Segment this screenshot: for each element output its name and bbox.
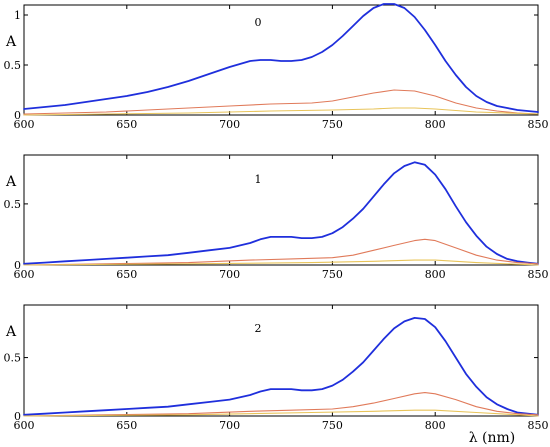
x-tick-label: 700 [219,419,240,432]
series-line-1 [23,392,539,417]
y-tick-label: 0 [14,109,21,122]
y-tick-label: 1 [14,9,21,22]
x-tick-label: 700 [219,268,240,281]
x-tick-label: 800 [425,268,446,281]
panel-2: 600 650 700 750 800 850 0 0.5 2 Aλ (nm) [4,304,549,446]
x-tick-label: 700 [219,118,240,131]
x-tick-label: 650 [116,268,137,281]
panel-title: 1 [255,173,262,186]
series-line-2 [23,409,539,417]
y-tick-label: 0.5 [4,198,22,211]
series-line-0 [23,316,539,416]
x-tick-label: 750 [322,268,343,281]
series-line-1 [23,238,539,266]
x-tick-label: 750 [322,118,343,131]
series-line-2 [23,259,539,266]
y-tick-label: 0.5 [4,59,22,72]
x-tick-label: 650 [116,419,137,432]
series-line-1 [23,89,539,115]
y-axis-label: A [5,174,17,190]
axes-frame [23,4,539,116]
x-tick-label: 850 [528,118,549,131]
axes-frame [23,304,539,417]
series-line-2 [23,107,539,116]
axes-frame [23,154,539,266]
x-tick-label: 800 [425,118,446,131]
panel-title: 0 [255,16,262,29]
panel-0: 600 650 700 750 800 850 0 0.5 1 0 A [4,3,549,131]
y-axis-label: A [5,34,17,50]
y-axis-label: A [5,324,17,340]
series-line-0 [23,161,539,265]
x-tick-label: 750 [322,419,343,432]
series-line-0 [23,3,539,113]
panel-1: 600 650 700 750 800 850 0 0.5 1 A [4,154,549,281]
x-tick-label: 600 [14,268,35,281]
y-tick-label: 0.5 [4,352,22,365]
y-tick-label: 0 [14,259,21,272]
x-tick-label: 850 [528,419,549,432]
x-tick-label: 850 [528,268,549,281]
x-tick-label: 600 [14,118,35,131]
x-tick-label: 600 [14,419,35,432]
x-axis-label: λ (nm) [469,430,516,446]
x-tick-label: 650 [116,118,137,131]
x-tick-label: 800 [425,419,446,432]
panel-title: 2 [255,322,262,335]
y-tick-label: 0 [14,410,21,423]
